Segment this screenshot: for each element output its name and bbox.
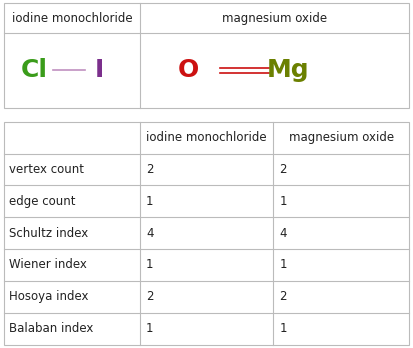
Text: vertex count: vertex count [9,163,84,176]
Text: 1: 1 [280,322,287,335]
Text: Wiener index: Wiener index [9,259,87,271]
Text: 1: 1 [146,259,153,271]
Text: 1: 1 [280,195,287,208]
Text: Balaban index: Balaban index [9,322,93,335]
Text: 2: 2 [280,290,287,303]
Text: 2: 2 [146,163,153,176]
Text: Mg: Mg [266,58,309,82]
Text: Cl: Cl [21,58,47,82]
Text: edge count: edge count [9,195,76,208]
Text: Hosoya index: Hosoya index [9,290,88,303]
Text: 4: 4 [146,227,153,240]
Text: 1: 1 [280,259,287,271]
Text: 4: 4 [280,227,287,240]
Text: magnesium oxide: magnesium oxide [222,12,327,25]
Text: magnesium oxide: magnesium oxide [289,131,394,144]
Text: 1: 1 [146,195,153,208]
Text: I: I [95,58,104,82]
Text: iodine monochloride: iodine monochloride [146,131,267,144]
Text: Schultz index: Schultz index [9,227,88,240]
Text: 2: 2 [280,163,287,176]
Text: iodine monochloride: iodine monochloride [12,12,132,25]
Text: O: O [178,58,199,82]
Text: 1: 1 [146,322,153,335]
Text: 2: 2 [146,290,153,303]
